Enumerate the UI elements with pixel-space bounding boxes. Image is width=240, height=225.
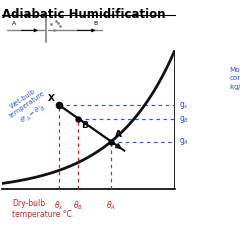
Text: Adiabatic Humidification: Adiabatic Humidification: [2, 8, 166, 21]
Text: g$_x$: g$_x$: [179, 100, 189, 111]
Text: B: B: [81, 121, 88, 130]
Text: Wet-bulb
temperature
$\theta'_A = \theta'_B$: Wet-bulb temperature $\theta'_A = \theta…: [4, 84, 54, 131]
Text: B: B: [94, 21, 98, 26]
Text: $\theta_A$: $\theta_A$: [106, 199, 116, 212]
Text: $\theta_x$: $\theta_x$: [54, 199, 64, 212]
Text: A: A: [115, 130, 122, 140]
Text: Moisture
content
kg/kg$_{da}$: Moisture content kg/kg$_{da}$: [229, 67, 240, 93]
Text: g$_B$: g$_B$: [179, 114, 189, 125]
Text: X: X: [48, 94, 55, 103]
Text: A: A: [12, 21, 16, 26]
Text: Dry-bulb
temperature °C: Dry-bulb temperature °C: [12, 199, 72, 219]
Text: $\theta_B$: $\theta_B$: [73, 199, 84, 212]
Text: g$_A$: g$_A$: [179, 136, 189, 147]
